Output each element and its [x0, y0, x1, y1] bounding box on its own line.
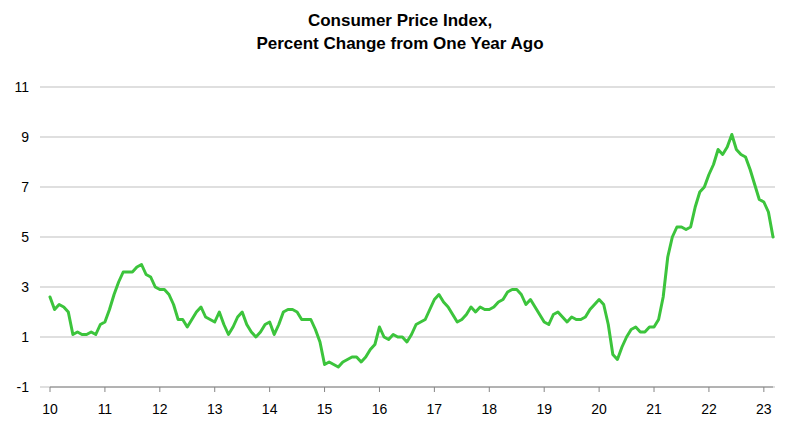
- x-tick: [434, 387, 435, 392]
- x-tick: [379, 387, 380, 392]
- x-tick: [159, 387, 160, 392]
- x-tick-label: 18: [482, 401, 498, 417]
- x-tick-label: 11: [98, 401, 113, 417]
- y-tick-label: 1: [21, 329, 29, 345]
- subtitle: Percent Change from One Year Ago: [256, 34, 543, 53]
- grid-line: [40, 137, 775, 138]
- x-tick: [214, 387, 215, 392]
- title: Consumer Price Index,: [308, 11, 492, 30]
- y-tick-label: 11: [14, 79, 29, 95]
- x-tick: [269, 387, 270, 392]
- grid-line: [40, 87, 775, 88]
- y-tick-label: 3: [21, 279, 29, 295]
- x-tick-label: 16: [372, 401, 388, 417]
- grid-line: [40, 387, 775, 388]
- y-grid: [40, 87, 775, 387]
- grid-line: [40, 187, 775, 188]
- x-tick-label: 14: [262, 401, 278, 417]
- x-tick-label: 15: [317, 401, 333, 417]
- x-tick: [544, 387, 545, 392]
- plot-area: [50, 135, 773, 368]
- x-tick-label: 17: [427, 401, 443, 417]
- x-tick-label: 20: [591, 401, 607, 417]
- x-tick-label: 21: [646, 401, 662, 417]
- x-tick-label: 13: [207, 401, 223, 417]
- y-tick-label: 5: [21, 229, 29, 245]
- chart: Consumer Price Index, Percent Change from…: [0, 0, 800, 431]
- y-tick-label: 7: [21, 179, 29, 195]
- x-tick: [104, 387, 105, 392]
- y-tick-label: 9: [21, 129, 29, 145]
- grid-line: [40, 237, 775, 238]
- x-tick: [654, 387, 655, 392]
- x-tick-label: 12: [152, 401, 168, 417]
- x-tick: [324, 387, 325, 392]
- cpi-line: [50, 135, 773, 368]
- x-tick-label: 23: [756, 401, 772, 417]
- x-tick-label: 19: [536, 401, 552, 417]
- grid-line: [40, 337, 775, 338]
- y-tick-label: -1: [17, 379, 30, 395]
- x-tick: [763, 387, 764, 392]
- x-tick: [50, 387, 51, 392]
- x-tick: [489, 387, 490, 392]
- x-tick-label: 22: [701, 401, 717, 417]
- x-axis: [50, 387, 773, 388]
- x-tick-label: 10: [42, 401, 58, 417]
- x-tick: [708, 387, 709, 392]
- x-tick: [599, 387, 600, 392]
